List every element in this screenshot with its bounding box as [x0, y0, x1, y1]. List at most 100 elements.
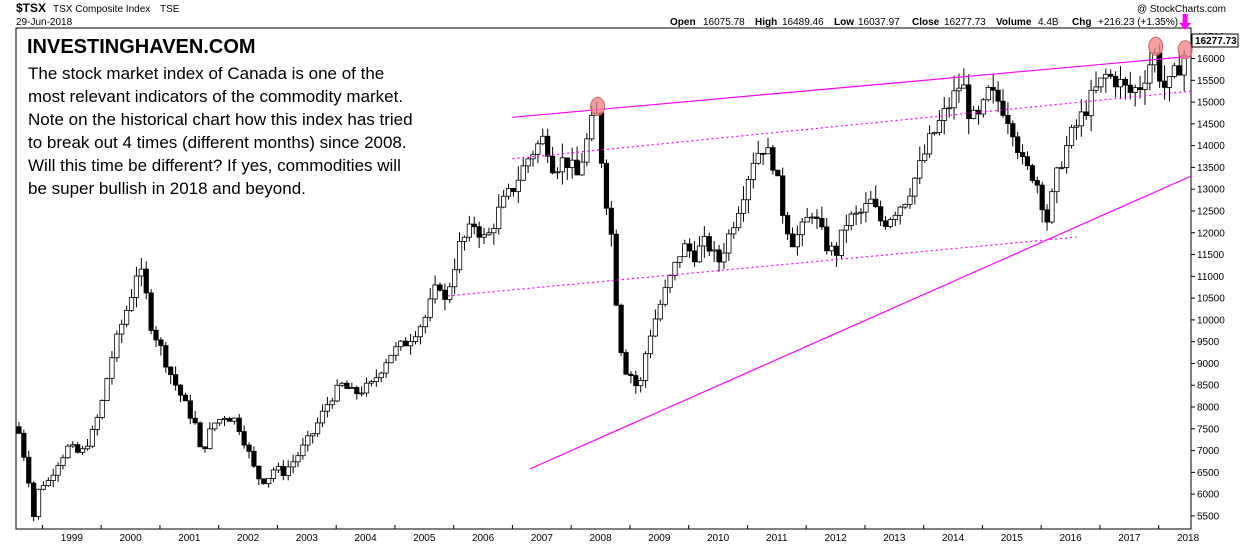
candle-body: [726, 233, 732, 254]
trendline: [512, 55, 1192, 118]
candle-body: [368, 381, 375, 384]
candle-body: [868, 198, 874, 204]
index-name: TSX Composite Index: [53, 4, 150, 15]
candle-body: [633, 375, 639, 387]
candle-body: [1078, 111, 1084, 127]
candle-body: [314, 422, 321, 435]
candle-body: [912, 177, 918, 197]
dotted-trendline: [512, 90, 1192, 160]
candle-body: [226, 418, 233, 422]
brand-title: INVESTINGHAVEN.COM: [27, 36, 256, 58]
candle-body: [344, 382, 350, 389]
candle-body: [892, 214, 898, 220]
candle-body: [491, 228, 497, 234]
y-tick-label: 12500: [1197, 206, 1225, 217]
candle-body: [300, 444, 306, 457]
candle-body: [40, 485, 47, 490]
candle-body: [569, 159, 575, 168]
candle-body: [878, 206, 884, 222]
open-label: Open: [670, 17, 696, 28]
candle-body: [858, 211, 864, 214]
candle-body: [1049, 191, 1055, 223]
candle-body: [1015, 136, 1021, 153]
candle-body: [290, 461, 296, 468]
candle-body: [804, 216, 810, 223]
candle-body: [780, 175, 786, 216]
candle-body: [236, 417, 242, 432]
y-tick-label: 8000: [1197, 403, 1220, 414]
candle-body: [1127, 84, 1133, 93]
candle-body: [148, 292, 154, 331]
candle-body: [79, 448, 86, 453]
candle-body: [1142, 82, 1148, 90]
annotation-line: to break out 4 times (different months) …: [28, 133, 407, 152]
candle-body: [662, 287, 668, 305]
candle-body: [750, 162, 756, 180]
candle-body: [1010, 123, 1016, 138]
candle-body: [403, 340, 409, 347]
candle-body: [897, 206, 903, 216]
candle-body: [579, 161, 585, 176]
candle-body: [305, 435, 311, 446]
ohlc-readout: Open 16075.78 High 16489.46 Low 16037.97…: [670, 17, 1178, 28]
candle-body: [481, 234, 487, 238]
candle-body: [505, 188, 512, 197]
candle-body: [84, 445, 91, 450]
candle-body: [1000, 100, 1006, 116]
candle-body: [461, 236, 468, 242]
y-tick-label: 7500: [1197, 424, 1220, 435]
low-value: 16037.97: [858, 17, 900, 28]
candle-body: [427, 298, 433, 318]
candle-body: [971, 109, 977, 119]
candle-body: [701, 236, 707, 247]
candle-body: [251, 450, 257, 467]
candle-body: [980, 99, 987, 115]
candle-body: [334, 384, 340, 402]
candle-body: [319, 410, 326, 424]
last-price-tag: 16277.73: [1191, 33, 1239, 48]
y-tick-label: 10000: [1197, 315, 1225, 326]
candle-body: [926, 133, 933, 155]
x-tick-label: 2004: [354, 533, 377, 544]
candle-body: [1044, 209, 1050, 223]
candle-body: [682, 243, 688, 258]
candle-body: [437, 284, 443, 291]
candle-body: [393, 346, 399, 356]
candle-body: [1103, 73, 1109, 79]
candle-body: [466, 223, 472, 238]
high-value: 16489.46: [782, 17, 824, 28]
y-tick-label: 14000: [1197, 141, 1225, 152]
candle-body: [1108, 73, 1114, 77]
candle-body: [799, 221, 805, 236]
y-tick-label: 11000: [1197, 272, 1225, 283]
candle-body: [603, 162, 610, 209]
dotted-trendline: [447, 236, 1077, 297]
annotation-line: Will this time be different? If yes, com…: [28, 156, 401, 175]
candle-body: [775, 169, 781, 177]
candle-body: [128, 297, 135, 311]
candle-body: [324, 404, 330, 412]
candle-body: [114, 333, 120, 359]
arrow-icon: [1179, 23, 1192, 30]
candle-body: [207, 428, 213, 450]
candle-body: [221, 418, 228, 420]
candle-body: [760, 152, 766, 155]
candle-body: [941, 108, 947, 121]
x-tick-label: 2003: [296, 533, 319, 544]
candle-body: [843, 225, 849, 231]
candle-body: [359, 392, 365, 395]
candle-body: [525, 158, 531, 167]
x-tick-label: 2010: [707, 533, 730, 544]
candle-body: [217, 419, 223, 424]
candle-body: [829, 245, 835, 252]
candle-body: [853, 212, 859, 215]
candle-body: [1064, 145, 1070, 168]
candle-body: [755, 152, 761, 164]
candle-body: [192, 417, 198, 424]
candle-body: [202, 446, 208, 450]
candle-body: [417, 326, 423, 338]
y-tick-label: 10500: [1197, 294, 1225, 305]
annotation-line: The stock market index of Canada is one …: [28, 64, 385, 83]
candle-body: [408, 341, 414, 347]
candle-body: [559, 157, 565, 173]
